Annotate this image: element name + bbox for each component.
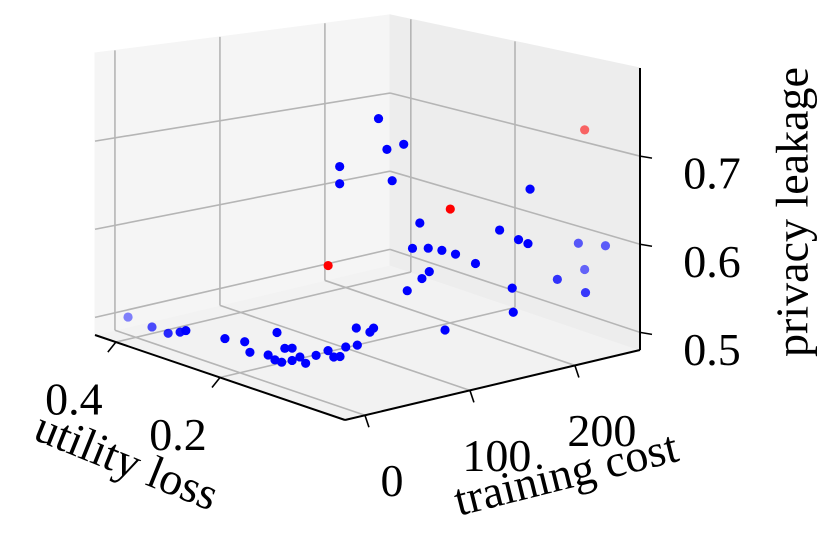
data-point: [323, 346, 333, 356]
y-tick-label: 0: [380, 455, 403, 506]
data-point: [163, 328, 173, 338]
points: [123, 113, 611, 368]
data-point: [423, 243, 433, 253]
data-point: [402, 286, 412, 296]
data-point: [445, 204, 455, 214]
data-point: [301, 358, 311, 368]
data-point: [387, 176, 397, 186]
axes: [94, 68, 653, 428]
data-point: [181, 325, 191, 336]
data-point: [220, 333, 230, 344]
y-axis-line: [344, 349, 641, 421]
tick-mark: [211, 377, 221, 388]
grid-line: [94, 92, 391, 142]
data-point: [525, 184, 535, 194]
grid-line: [389, 170, 641, 246]
z-tick-label: 0.6: [683, 236, 741, 287]
tick-mark: [639, 243, 653, 248]
data-point: [508, 307, 518, 317]
data-point: [147, 322, 157, 332]
data-point: [335, 351, 345, 362]
grid-line: [389, 92, 641, 157]
data-point: [368, 323, 379, 333]
data-point: [272, 327, 282, 338]
data-point: [523, 238, 533, 249]
data-point: [287, 343, 297, 353]
z-axis-label: privacy leakage: [767, 67, 818, 357]
data-point: [424, 266, 434, 277]
data-point: [600, 241, 611, 251]
grid-line: [219, 306, 516, 379]
data-point: [335, 161, 345, 172]
data-point: [399, 139, 409, 149]
x-axis-line: [94, 334, 346, 421]
tick-mark: [639, 331, 653, 336]
data-point: [440, 325, 450, 335]
data-point: [277, 357, 287, 367]
data-point: [373, 113, 384, 124]
data-point: [240, 337, 250, 347]
data-point: [573, 238, 583, 248]
data-point: [417, 273, 427, 284]
data-point: [552, 274, 562, 284]
y-tick-label: 100: [462, 430, 531, 481]
data-point: [352, 340, 362, 350]
data-point: [287, 355, 297, 366]
data-point: [513, 235, 524, 245]
data-point: [351, 323, 361, 333]
tick-mark: [107, 341, 117, 353]
y-tick-label: 200: [567, 405, 636, 456]
data-point: [495, 225, 505, 235]
data-point: [123, 312, 133, 322]
data-point: [415, 218, 425, 228]
grid-line: [324, 279, 576, 367]
data-point: [335, 179, 345, 189]
data-point: [311, 350, 321, 360]
data-point: [470, 258, 481, 269]
data-point: [407, 243, 418, 253]
z-tick-label: 0.7: [683, 148, 741, 199]
tick-mark: [469, 390, 475, 403]
tick-mark: [364, 415, 370, 428]
data-point: [450, 249, 461, 259]
x-tick-label: 0.2: [149, 409, 207, 460]
grid-line: [114, 329, 366, 417]
data-point: [341, 342, 351, 352]
data-point: [580, 287, 591, 298]
data-point: [323, 260, 333, 271]
data-point: [580, 264, 590, 275]
grid-line: [94, 248, 391, 319]
data-point: [580, 125, 590, 135]
data-point: [263, 350, 273, 360]
data-point: [245, 347, 255, 357]
data-point: [437, 245, 447, 255]
data-point: [382, 144, 392, 154]
x-tick-label: 0.4: [45, 374, 103, 425]
z-tick-label: 0.5: [683, 324, 741, 375]
data-point: [295, 352, 305, 362]
tick-mark: [639, 155, 653, 159]
tick-mark: [574, 365, 580, 378]
data-point: [280, 343, 290, 353]
data-point: [507, 283, 517, 293]
